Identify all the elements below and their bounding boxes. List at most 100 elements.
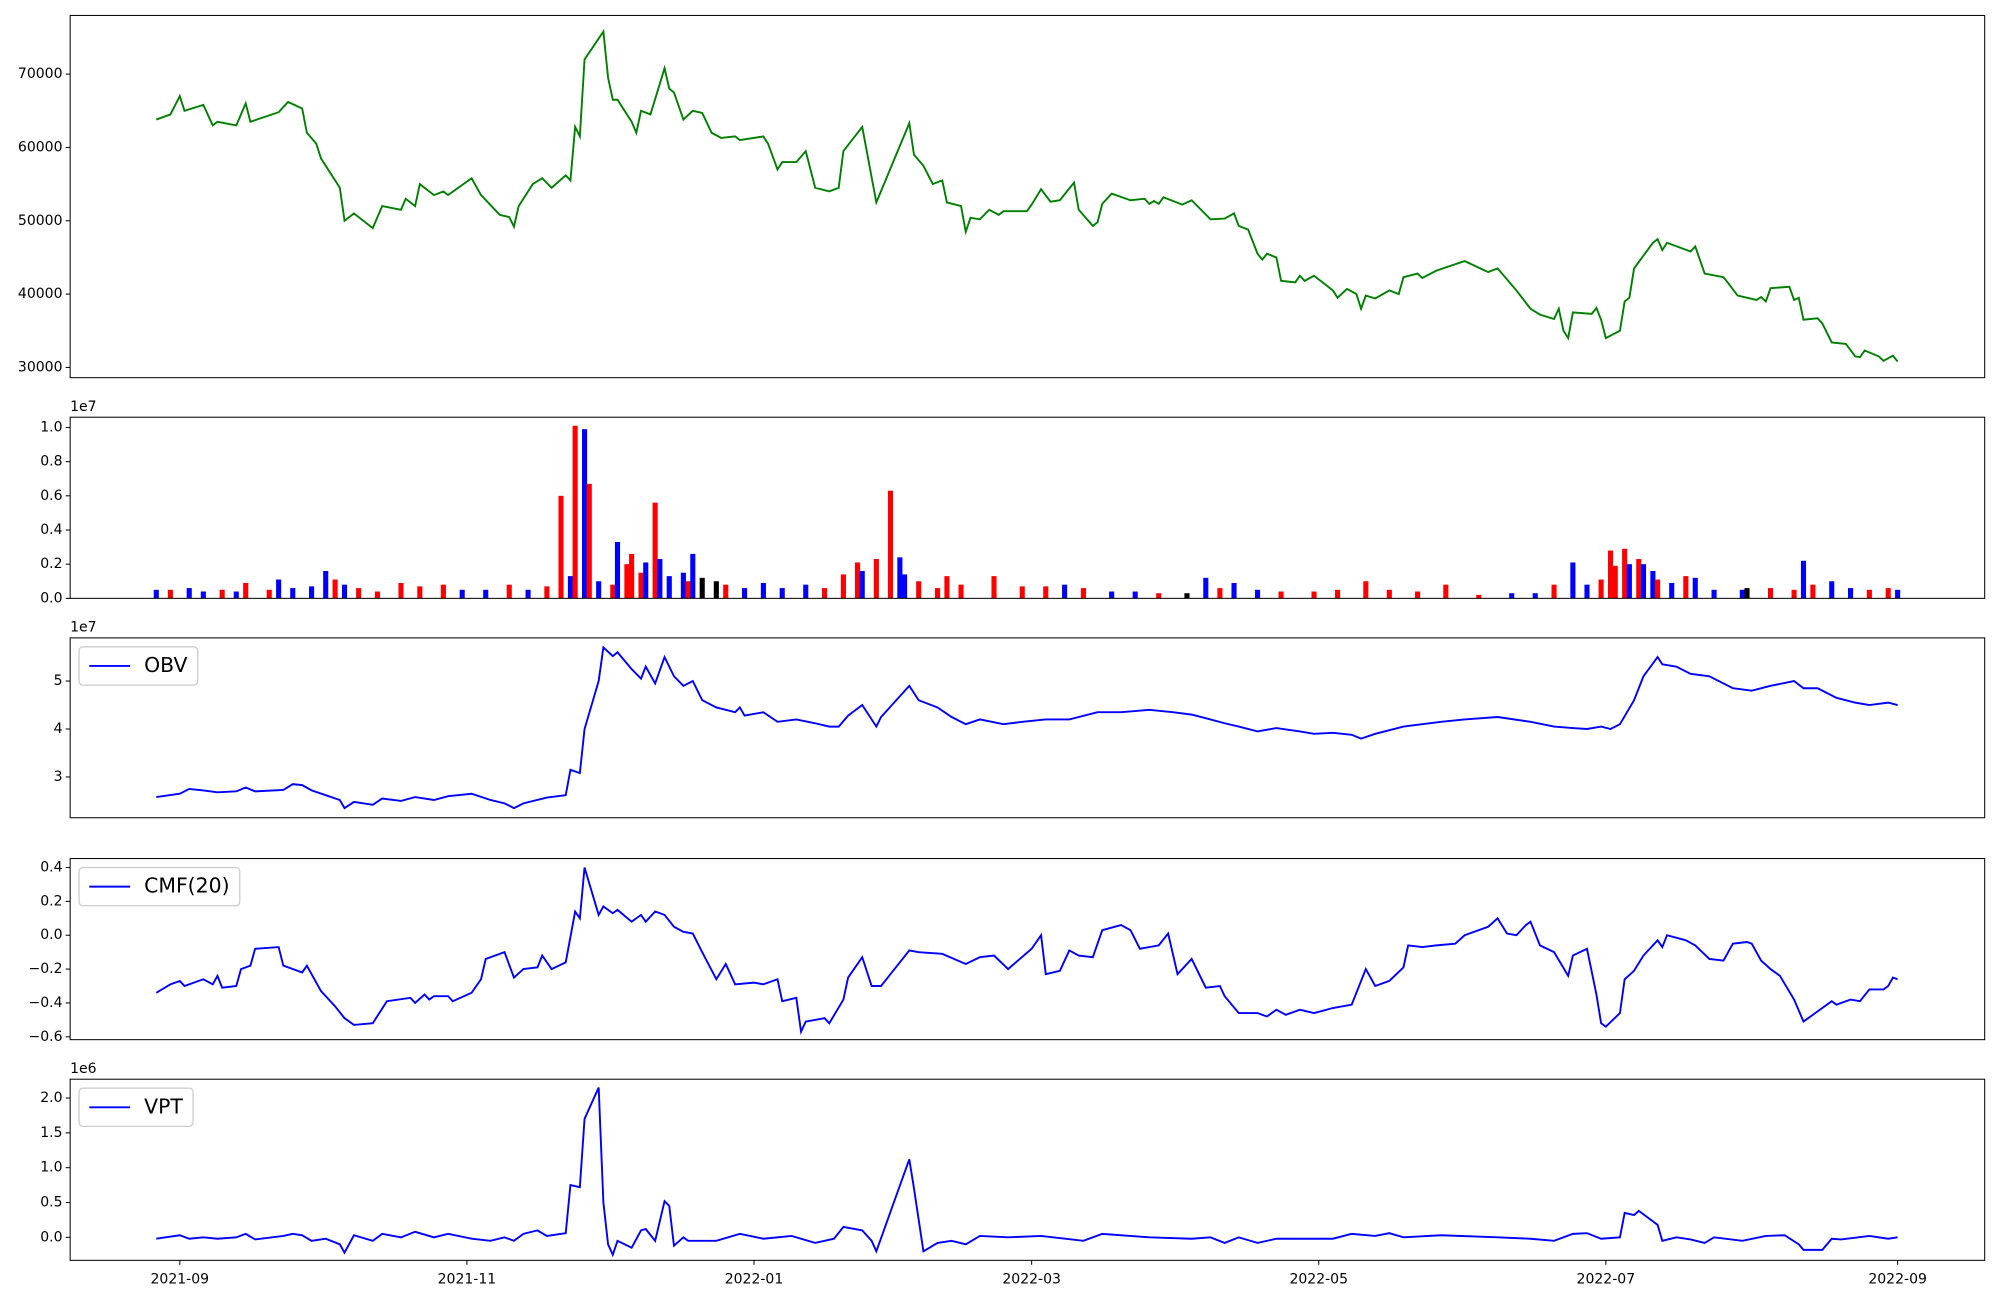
y-tick-label: 0.0: [40, 590, 62, 606]
volume-bar: [760, 582, 766, 599]
volume-bar: [690, 553, 696, 599]
subplot: 30000 40000 50000 60000 70000: [18, 14, 1986, 379]
volume-bar: [1829, 581, 1835, 599]
y-tick-label: 50000: [18, 213, 63, 229]
volume-bar: [1607, 550, 1614, 599]
y-tick-label: −0.2: [28, 961, 62, 977]
volume-bar: [1866, 589, 1872, 599]
volume-bar: [586, 483, 592, 599]
x-tick-label: 2022-03: [1002, 1271, 1061, 1287]
volume-bar: [1640, 564, 1647, 599]
volume-bar: [958, 584, 964, 599]
legend-box: [78, 646, 199, 686]
volume-bar: [459, 589, 465, 599]
volume-bar: [723, 584, 729, 599]
price-line: [155, 28, 1899, 363]
volume-bar: [1184, 593, 1190, 599]
x-tick-label: 2022-05: [1289, 1271, 1348, 1287]
y-tick-label: 0.4: [40, 522, 62, 538]
volume-bar: [1062, 584, 1068, 599]
volume-bar: [1626, 564, 1632, 599]
volume-bar: [153, 589, 159, 599]
volume-bar: [1019, 586, 1025, 599]
volume-bar: [779, 588, 785, 599]
volume-bar: [624, 564, 630, 599]
axes-frame: [69, 416, 1986, 599]
volume-bar: [1584, 584, 1590, 599]
volume-bar: [610, 584, 616, 599]
volume-bar: [1132, 591, 1138, 599]
volume-bar: [572, 425, 578, 599]
volume-bar: [897, 557, 903, 599]
volume-bar: [887, 490, 894, 599]
volume-bar: [1711, 589, 1717, 599]
volume-bar: [1509, 593, 1515, 599]
y-tick-label: 0.6: [40, 488, 62, 504]
volume-bar: [1278, 591, 1284, 599]
volume-bar: [666, 576, 672, 599]
volume-bar: [417, 586, 423, 599]
volume-bar: [652, 502, 658, 599]
volume-bar: [1231, 582, 1237, 599]
volume-bar: [1043, 586, 1049, 599]
legend-label: VPT: [144, 1094, 183, 1118]
volume-bar: [629, 553, 635, 599]
y-tick-label: 1.0: [40, 1160, 62, 1176]
volume-bar: [1810, 584, 1816, 599]
volume-bar: [643, 562, 649, 599]
volume-bar: [685, 581, 691, 599]
volume-bar: [525, 589, 531, 599]
volume-bar: [1443, 584, 1449, 599]
axis-offset-label: 1e6: [70, 1061, 97, 1077]
y-tick-label: 0.5: [40, 1195, 62, 1211]
y-tick-label: 3: [54, 769, 63, 785]
volume-bar: [219, 589, 225, 599]
axes-frame: [69, 1078, 1986, 1261]
volume-bar: [902, 574, 908, 599]
volume-bar: [290, 588, 296, 599]
volume-bar: [1636, 559, 1642, 599]
series-line: [155, 867, 1898, 1036]
x-tick-label: 2022-01: [725, 1271, 784, 1287]
volume-bar: [991, 576, 997, 599]
y-tick-label: −0.6: [28, 1029, 62, 1045]
volume-bar: [186, 588, 192, 599]
y-tick-label: 0.8: [40, 454, 62, 470]
volume-bar: [1895, 589, 1901, 599]
axes-frame: [69, 637, 1986, 819]
volume-bar: [1669, 582, 1675, 599]
volume-bar: [167, 589, 173, 599]
volume-bar: [1386, 589, 1392, 599]
volume-bar: [1532, 593, 1538, 599]
volume-bar: [1683, 576, 1689, 599]
volume-bar: [1612, 565, 1618, 599]
legend-box: [78, 866, 241, 907]
volume-bar: [1570, 562, 1576, 599]
volume-bar: [567, 576, 573, 599]
volume-bar: [1739, 589, 1745, 599]
legend: VPT: [78, 1087, 194, 1128]
volume-bar: [680, 572, 686, 599]
volume-bar: [1885, 588, 1891, 599]
volume-bar: [1080, 588, 1086, 599]
volume-bar: [1217, 588, 1223, 599]
x-tick-label: 2021-11: [438, 1271, 497, 1287]
volume-bar: [440, 584, 446, 599]
volume-bar: [1791, 589, 1797, 599]
volume-bar: [1768, 588, 1774, 599]
volume-bar: [200, 591, 206, 599]
volume-bar: [742, 588, 748, 599]
volume-bar: [1848, 588, 1854, 599]
volume-bar: [1156, 593, 1162, 599]
y-tick-label: 0.2: [40, 556, 62, 572]
y-tick-label: 1.0: [40, 419, 62, 435]
volume-bar: [356, 588, 362, 599]
volume-bar: [233, 591, 239, 599]
volume-bar: [309, 586, 315, 599]
volume-bar: [582, 429, 588, 599]
volume-bar: [558, 495, 564, 599]
axes-frame: [69, 14, 1986, 379]
subplot: 0.0 0.2 0.4 0.6 0.8 1.0 1e7: [40, 399, 1986, 606]
y-tick-label: −0.4: [28, 995, 62, 1011]
x-tick-label: 2022-09: [1868, 1271, 1927, 1287]
